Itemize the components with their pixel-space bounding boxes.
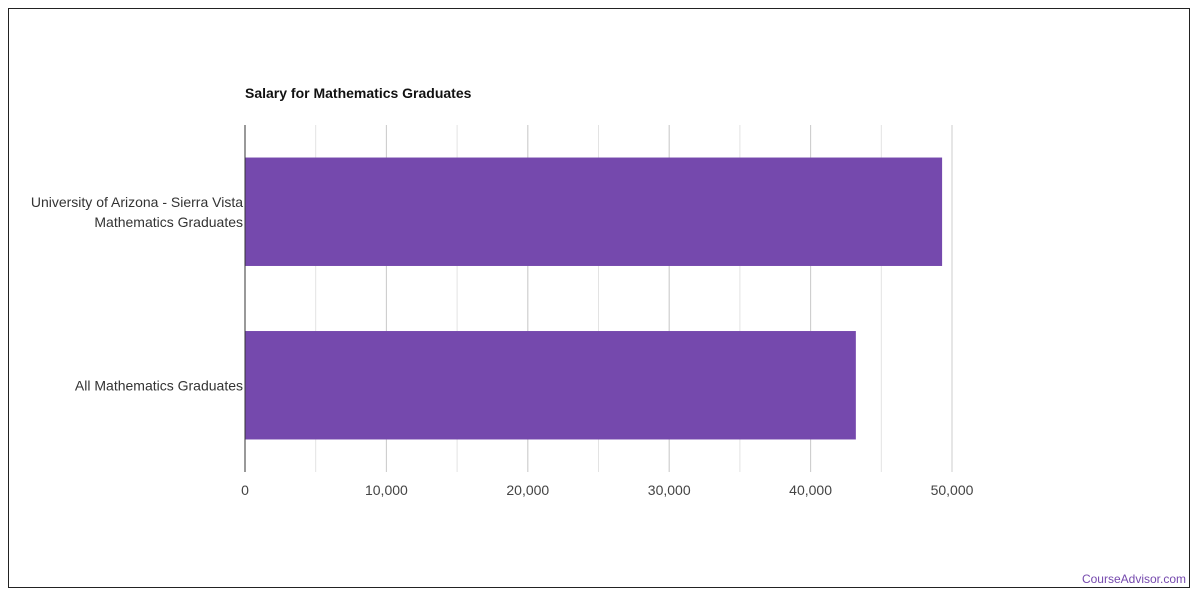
chart-title: Salary for Mathematics Graduates (245, 85, 472, 101)
bar (245, 331, 856, 440)
x-tick-label: 50,000 (931, 482, 974, 498)
x-tick-label: 40,000 (789, 482, 832, 498)
x-tick-label: 0 (241, 482, 249, 498)
courseadvisor-watermark[interactable]: CourseAdvisor.com (1081, 572, 1186, 586)
x-tick-label: 30,000 (648, 482, 691, 498)
category-label: All Mathematics Graduates (75, 377, 243, 393)
x-tick-label: 20,000 (506, 482, 549, 498)
category-label: University of Arizona - Sierra Vista Math… (31, 194, 243, 230)
x-tick-label: 10,000 (365, 482, 408, 498)
bar (245, 157, 943, 266)
